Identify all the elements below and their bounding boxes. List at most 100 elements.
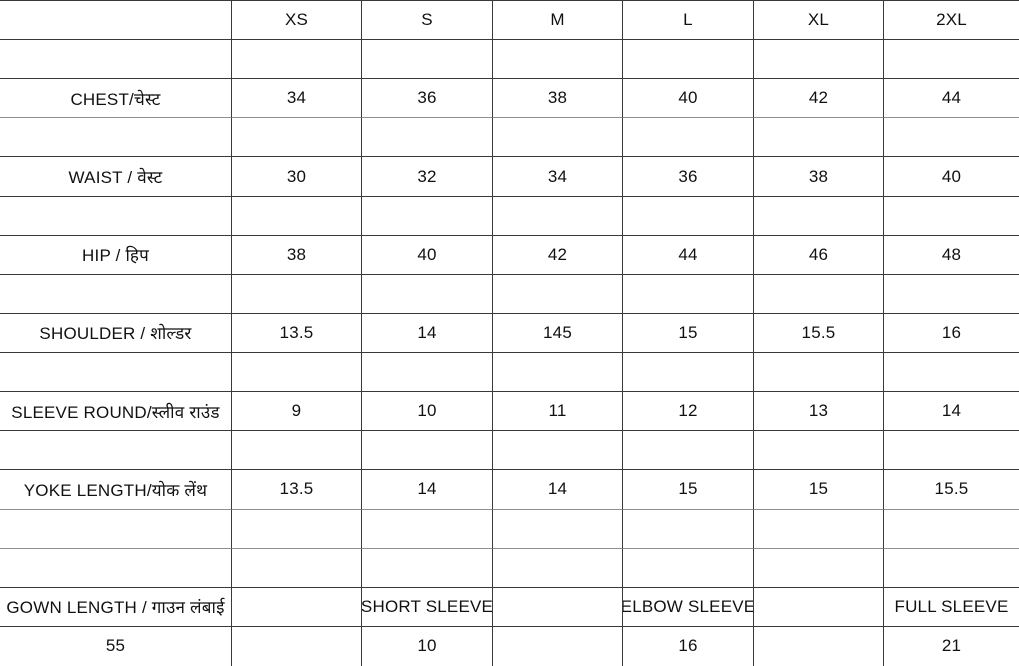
- value-cell: 21: [941, 636, 962, 656]
- value-cell: 14: [362, 470, 493, 510]
- spacer-cell: [362, 353, 493, 393]
- value-cell: SHORT SLEEVE: [362, 587, 493, 627]
- value-cell: 15: [623, 313, 754, 354]
- value-cell: 10: [362, 392, 493, 432]
- spacer-cell: [493, 353, 623, 393]
- spacer-cell: [884, 549, 1019, 588]
- spacer-cell: [884, 40, 1019, 80]
- spacer-cell: [493, 40, 623, 80]
- value-cell: 15: [754, 470, 884, 510]
- value-cell: 38: [232, 235, 362, 275]
- spacer-cell: [884, 197, 1019, 236]
- spacer-cell: [362, 509, 493, 549]
- value-cell: 38: [493, 79, 623, 119]
- spacer-cell: [232, 509, 362, 549]
- spacer-cell: [493, 431, 623, 471]
- row-label: YOKE LENGTH/योक लेंथ: [0, 470, 232, 510]
- value-cell: 34: [493, 157, 623, 197]
- value-cell: 40: [884, 157, 1019, 197]
- value-cell: 13.5: [232, 470, 362, 510]
- spacer-cell: [232, 626, 362, 666]
- spacer-cell: [493, 509, 623, 549]
- row-label: 55: [0, 626, 232, 666]
- spacer-cell: [754, 431, 884, 471]
- spacer-cell: [362, 40, 493, 80]
- size-column-header: S: [362, 1, 493, 41]
- spacer-cell: [623, 431, 754, 471]
- value-cell: 15.5: [754, 313, 884, 354]
- value-cell: 40: [362, 235, 493, 275]
- spacer-cell: [754, 118, 884, 158]
- row-label: GOWN LENGTH / गाउन लंबाई: [0, 587, 232, 627]
- spacer-cell: [232, 353, 362, 393]
- value-cell: 46: [754, 235, 884, 275]
- value-cell: 36: [362, 79, 493, 119]
- spacer-cell: [493, 587, 623, 627]
- value-cell: 145: [493, 313, 623, 354]
- spacer-cell: [493, 548, 623, 588]
- spacer-cell: [884, 118, 1019, 158]
- spacer-cell: [362, 274, 493, 314]
- value-cell: 14: [362, 313, 493, 354]
- spacer-cell: [232, 40, 362, 80]
- value-cell: 44: [623, 235, 754, 275]
- spacer-cell: [754, 40, 884, 80]
- value-cell: 10: [362, 626, 493, 666]
- spacer-cell: [232, 196, 362, 236]
- value-cell: 16: [623, 626, 754, 666]
- value-cell: 34: [232, 79, 362, 119]
- row-label: SHOULDER / शोल्डर: [0, 313, 232, 354]
- spacer-cell: [0, 274, 232, 314]
- spacer-cell: [0, 431, 232, 471]
- spacer-cell: [362, 548, 493, 588]
- spacer-cell: [0, 548, 232, 588]
- size-column-header: XS: [232, 1, 362, 41]
- spacer-cell: [754, 587, 884, 627]
- value-cell: 13.5: [232, 313, 362, 354]
- spacer-cell: [754, 353, 884, 393]
- spacer-cell: [623, 353, 754, 393]
- value-cell: 38: [754, 157, 884, 197]
- spacer-cell: [0, 509, 232, 549]
- size-column-header: 2XL: [884, 1, 1019, 41]
- value-cell: 40: [623, 79, 754, 119]
- spacer-cell: [493, 274, 623, 314]
- size-column-header: XL: [754, 1, 884, 41]
- spacer-cell: [623, 196, 754, 236]
- spacer-cell: [232, 548, 362, 588]
- value-cell: ELBOW SLEEVE: [623, 587, 754, 627]
- spacer-cell: [493, 118, 623, 158]
- corner-cell: [0, 1, 232, 41]
- size-column-header: M: [493, 1, 623, 41]
- spacer-cell: [623, 40, 754, 80]
- value-cell: 11: [493, 392, 623, 432]
- spacer-cell: [0, 118, 232, 158]
- spacer-cell: [0, 353, 232, 393]
- spacer-cell: [232, 431, 362, 471]
- spacer-cell: [754, 509, 884, 549]
- spacer-cell: [884, 431, 1019, 471]
- spacer-cell: [362, 118, 493, 158]
- value-cell: 16: [884, 314, 1019, 354]
- spacer-cell: [754, 548, 884, 588]
- spacer-cell: [623, 118, 754, 158]
- value-cell: 36: [623, 157, 754, 197]
- value-cell: 42: [493, 235, 623, 275]
- value-cell: 12: [623, 392, 754, 432]
- spacer-cell: [623, 509, 754, 549]
- size-column-header: L: [623, 1, 754, 41]
- value-cell: 14: [493, 470, 623, 510]
- value-cell: 13: [754, 392, 884, 432]
- spacer-cell: [493, 196, 623, 236]
- value-cell: 42: [754, 79, 884, 119]
- value-cell: 15.5: [884, 470, 1019, 510]
- value-cell: 9: [232, 392, 362, 432]
- value-cell: 32: [362, 157, 493, 197]
- spacer-cell: [754, 274, 884, 314]
- spacer-cell: [0, 40, 232, 80]
- spacer-cell: [754, 196, 884, 236]
- spacer-cell: [884, 510, 1019, 549]
- row-label: SLEEVE ROUND/स्लीव राउंड: [0, 392, 232, 432]
- value-cell: FULL SLEEVE: [884, 588, 1019, 627]
- value-cell: 30: [232, 157, 362, 197]
